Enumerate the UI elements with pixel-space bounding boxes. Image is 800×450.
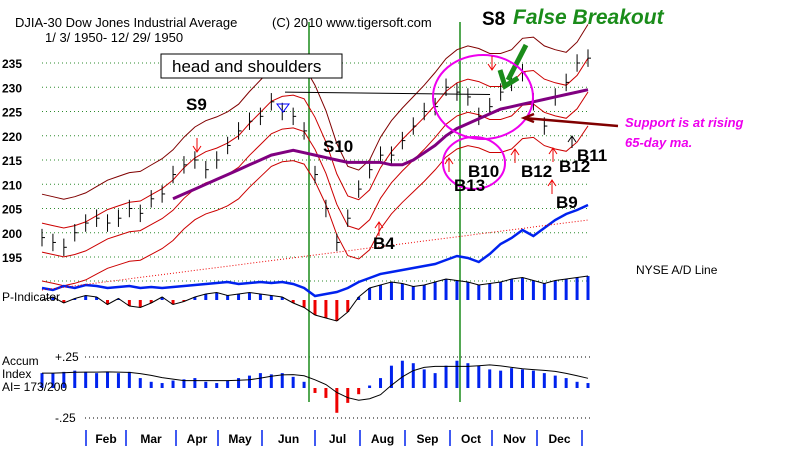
pattern-label: head and shoulders: [172, 57, 321, 76]
accum-ma-line: [42, 364, 589, 401]
month-label: Mar: [140, 432, 162, 446]
month-label: Oct: [461, 432, 481, 446]
y-tick-label: 215: [2, 154, 22, 168]
upper-band: [41, 24, 589, 200]
support-note-2: 65-day ma.: [625, 135, 692, 150]
signal-label: B13: [454, 176, 485, 195]
signal-label: B12: [521, 162, 552, 181]
buy-arrow-icon: [510, 148, 520, 163]
month-label: Jun: [278, 432, 299, 446]
pattern-box: [160, 53, 343, 79]
accum-tick-top: +.25: [55, 350, 79, 364]
sell-triangle-icon: [276, 103, 290, 113]
p-indicator-line: [41, 275, 589, 322]
y-tick-label: 200: [2, 227, 22, 241]
buy-arrow-icon: [444, 157, 454, 172]
inner-upper-band: [41, 57, 589, 229]
accum-label: Index: [2, 367, 31, 381]
y-tick-label: 205: [2, 203, 22, 217]
y-tick-label: 195: [2, 251, 22, 265]
signal-label: S10: [323, 137, 353, 156]
y-tick-label: 235: [2, 57, 22, 71]
ad-trend-line: [41, 219, 589, 291]
signal-s8: S8: [482, 9, 505, 30]
breakout-circle: [432, 54, 534, 140]
inner-lower-band: [41, 91, 589, 258]
month-label: Nov: [503, 432, 526, 446]
accum-label: Accum: [2, 354, 39, 368]
copyright: (C) 2010 www.tigersoft.com: [272, 15, 432, 30]
buy-arrow-icon: [374, 221, 384, 236]
signal-label: B9: [556, 193, 578, 212]
month-label: Apr: [187, 432, 208, 446]
buy-arrow-icon: [548, 147, 558, 162]
green-arrow-icon: [497, 43, 529, 90]
accum-ai-label: AI= 173/200: [2, 380, 67, 394]
false-breakout-label: False Breakout: [513, 6, 665, 29]
b10-circle: [442, 136, 506, 190]
y-tick-label: 220: [2, 130, 22, 144]
signal-label: B11: [577, 146, 607, 165]
ad-line: [41, 203, 589, 298]
support-arrow-icon: [520, 112, 619, 128]
neckline: [284, 91, 491, 96]
signal-label: S9: [186, 95, 207, 114]
p-indicator-label: P-Indicator: [2, 290, 60, 304]
signal-label: B10: [468, 162, 499, 181]
sell-arrow-icon: [192, 138, 202, 153]
y-tick-label: 225: [2, 106, 22, 120]
ad-line-label: NYSE A/D Line: [636, 263, 718, 277]
chart-title: DJIA-30 Dow Jones Industrial Average: [15, 15, 237, 30]
month-label: Dec: [548, 432, 570, 446]
accum-tick-bottom: -.25: [55, 411, 76, 425]
support-note-1: Support is at rising: [625, 115, 744, 130]
y-tick-label: 210: [2, 178, 22, 192]
sell-arrow-icon: [487, 56, 497, 71]
ma65-line: [172, 88, 589, 201]
month-label: Feb: [95, 432, 116, 446]
month-label: May: [228, 432, 252, 446]
signal-label: B12: [559, 157, 590, 176]
y-tick-label: 230: [2, 81, 22, 95]
signal-label: B4: [373, 234, 395, 253]
month-label: Jul: [329, 432, 346, 446]
date-range: 1/ 3/ 1950- 12/ 29/ 1950: [45, 30, 183, 45]
month-label: Sep: [416, 432, 438, 446]
buy-arrow-icon: [567, 135, 577, 148]
buy-arrow-icon: [547, 179, 557, 194]
month-label: Aug: [371, 432, 394, 446]
